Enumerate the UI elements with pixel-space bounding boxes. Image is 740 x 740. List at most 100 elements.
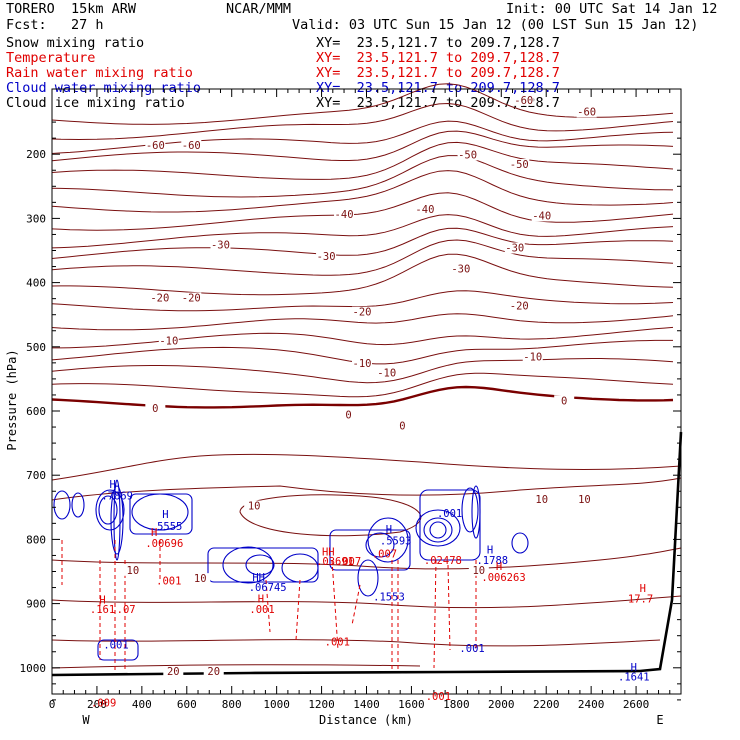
label-bg [352,358,373,370]
max-min-label: .001 [249,604,274,616]
isotherm [51,313,674,331]
isotherm-label: -30 [451,264,470,276]
cloud-water-contour [429,521,447,539]
x-tick-label: 2000 [488,698,515,711]
label-bg [158,335,179,347]
field-name-rain: Rain water mixing ratio [6,65,193,81]
cloud-water-contour [98,495,118,525]
rain-contour [351,584,361,626]
isotherm [51,155,674,198]
contour-labels: -60 -60 -60 -60 -50 -50 -40 -40 -40 -30 -30 -30 -30 -… [90,94,653,709]
label-bg [576,106,597,118]
y-tick-label: 400 [26,277,46,290]
isotherm-label: -20 [182,293,201,305]
x-tick-label: 1000 [263,698,290,711]
max-min-label: .001 [156,575,181,587]
y-tick-label: 300 [26,212,46,225]
x-tick-label: 400 [132,698,152,711]
isotherm [51,239,674,276]
isotherm-label: 20 [167,666,180,678]
max-min-label: H [386,524,392,536]
label-bg [145,139,166,151]
isotherm [52,326,674,349]
plot-frame: 0 200 400 600 800 1000 1200 1400 1600 1800 2000 220… [20,88,682,711]
max-min-label: H [162,509,168,521]
isotherm-label: -30 [317,251,336,263]
max-min-label: .02478 [424,555,462,567]
isotherm-label: -40 [415,204,434,216]
label-bg [522,351,543,363]
max-min-label: .5593 [380,536,412,548]
isotherm-label: -30 [211,239,230,251]
cloud-water-contour [461,487,479,533]
x-axis-label: Distance (km) [319,713,413,727]
label-bg [450,263,471,275]
label-bg [509,159,530,171]
label-bg [513,94,534,106]
label-bg [457,149,478,161]
max-min-label: H [631,662,637,674]
x-tick-label: 200 [87,698,107,711]
x-tick-label: 1200 [308,698,335,711]
label-bg [316,250,337,262]
max-min-label: .1788 [476,555,508,567]
rain-contour [433,559,437,669]
label-bg [145,403,166,414]
max-min-label: .007 [336,556,361,568]
isotherm [51,477,682,501]
isotherm-label: -20 [510,300,529,312]
isotherm-label: -50 [510,159,529,171]
isotherm-label: 10 [472,565,485,577]
label-bg [244,500,265,512]
label-bg [338,409,359,421]
isotherm-label: -20 [353,307,372,319]
max-min-label: .001 [325,636,350,648]
label-bg [181,139,202,151]
isotherm-label: -10 [523,352,542,364]
x-tick-label: 1800 [443,698,470,711]
label-bg [531,210,552,222]
isotherm-label: -60 [514,95,533,107]
isotherm [51,130,674,162]
field-name-temperature: Temperature [6,50,96,66]
max-min-label: .001 [103,640,128,652]
max-min-label: .001 [459,643,484,655]
isotherm-label: 0 [152,403,158,415]
max-min-label: H [487,545,493,557]
label-bg [554,395,575,407]
cloud-water-contour [281,553,319,583]
model-title: TORERO 15km ARW [6,1,137,17]
isotherm [51,453,682,481]
label-bg [509,300,530,312]
isotherm-label: -60 [182,140,201,152]
max-min-label: .1641 [618,672,650,684]
cloud-water-contour [245,554,275,576]
cloud-water-contour [423,517,453,543]
label-bg [190,573,211,585]
label-bg [352,306,373,318]
max-min-label: 17.7 [628,593,653,605]
isotherm-label: 20 [207,666,220,678]
isotherm-label: -60 [577,106,596,118]
isotherm [51,227,674,259]
cloud-water-contour [222,546,274,584]
center-label: NCAR/MMM [226,1,292,17]
moisture-contours [53,479,529,670]
cloud-water-contour [71,492,85,518]
label-bg [504,242,525,254]
x-tick-label: 1400 [353,698,380,711]
cloud-water-contour [97,639,139,661]
isotherm-label: -40 [532,210,551,222]
field-name-snow: Snow mixing ratio [6,35,145,51]
max-min-label: .07 [117,604,136,616]
label-bg [163,666,184,678]
cloud-water-contour [207,547,319,583]
isotherm-label: 10 [578,494,591,506]
isotherm-label: 10 [535,494,548,506]
field-xy-cloud-water: XY= 23.5,121.7 to 209.7,128.7 [316,80,560,96]
isotherm [51,102,674,141]
max-min-label: .009 [91,697,116,709]
isotherm-label: 10 [194,573,207,585]
label-bg [468,564,489,576]
